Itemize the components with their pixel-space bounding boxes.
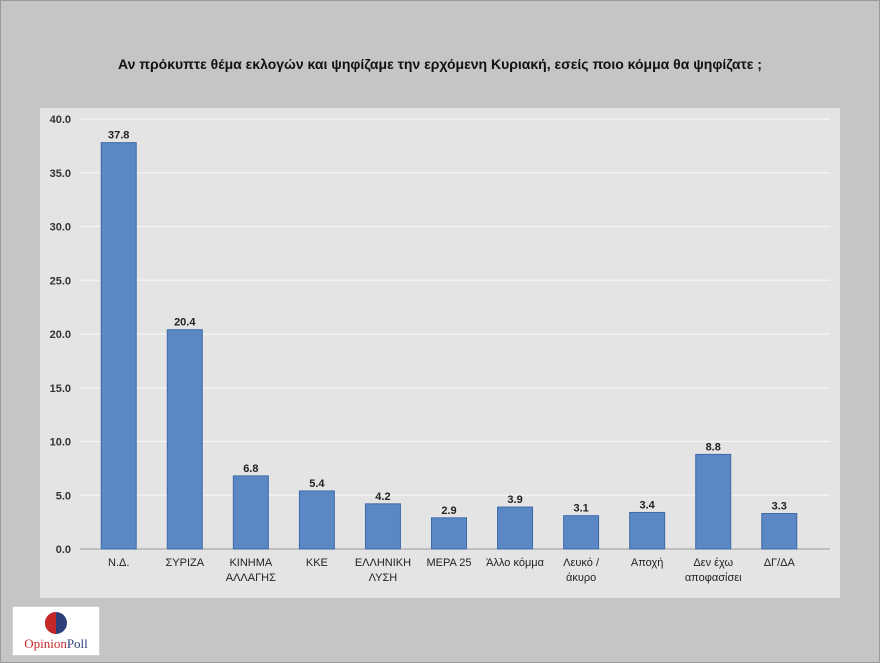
bar xyxy=(563,515,600,550)
category-label: ΚΚΕ xyxy=(306,557,328,569)
y-tick-label: 35.0 xyxy=(50,168,71,180)
chart-title: Αν πρόκυπτε θέμα εκλογών και ψηφίζαμε τη… xyxy=(118,56,762,72)
y-tick-label: 20.0 xyxy=(50,329,71,341)
category-label: ΕΛΛΗΝΙΚΗ xyxy=(355,557,411,569)
y-tick-label: 25.0 xyxy=(50,275,71,287)
plot-area: 0.0 5.0 10.0 15.0 20.0 25.0 30.0 35.0 40.0 37.8 2… xyxy=(40,108,840,598)
logo-circle-icon xyxy=(45,612,67,634)
data-label: 2.9 xyxy=(441,505,456,517)
data-label: 20.4 xyxy=(174,317,196,329)
category-label: αποφασίσει xyxy=(685,572,742,584)
category-label: ΜΕΡΑ 25 xyxy=(426,557,471,569)
bar-chart: 0.0 5.0 10.0 15.0 20.0 25.0 30.0 35.0 40.0 37.8 2… xyxy=(50,114,830,584)
data-label: 6.8 xyxy=(243,463,258,475)
data-label: 8.8 xyxy=(706,441,721,453)
category-label: Ν.Δ. xyxy=(108,557,129,569)
data-labels: 37.8 20.4 6.8 5.4 4.2 2.9 3.9 3.1 3.4 8.8 3.3 xyxy=(108,130,787,517)
data-label: 3.4 xyxy=(640,499,656,511)
opinionpoll-logo: OpinionPoll xyxy=(12,606,100,656)
data-label: 3.3 xyxy=(772,501,787,513)
bar xyxy=(166,329,203,550)
y-tick-label: 15.0 xyxy=(50,383,71,395)
data-label: 3.1 xyxy=(573,503,588,515)
bar xyxy=(497,506,534,550)
y-tick-label: 40.0 xyxy=(50,114,71,126)
category-labels: Ν.Δ. ΣΥΡΙΖΑ ΚΙΝΗΜΑ ΑΛΛΑΓΗΣ ΚΚΕ ΕΛΛΗΝΙΚΗ ΛΥΣΗ ΜΕ… xyxy=(108,557,795,584)
bar xyxy=(761,513,798,550)
data-label: 3.9 xyxy=(507,494,522,506)
bar xyxy=(364,503,401,550)
category-label: Αποχή xyxy=(631,557,663,569)
bar xyxy=(232,475,269,550)
category-label: ΣΥΡΙΖΑ xyxy=(165,557,204,569)
category-label: ΑΛΛΑΓΗΣ xyxy=(226,572,276,584)
y-tick-label: 10.0 xyxy=(50,437,71,449)
category-label: Άλλο κόμμα xyxy=(486,557,545,569)
bar xyxy=(100,142,137,550)
category-label: ΔΓ/ΔΑ xyxy=(764,557,796,569)
data-label: 37.8 xyxy=(108,130,129,142)
category-label: ΛΥΣΗ xyxy=(369,572,398,584)
category-label: Δεν έχω xyxy=(693,557,733,569)
y-tick-label: 30.0 xyxy=(50,222,71,234)
logo-wordmark: OpinionPoll xyxy=(24,636,88,651)
category-label: Λευκό / xyxy=(563,557,600,569)
category-label: ΚΙΝΗΜΑ xyxy=(229,557,272,569)
bar xyxy=(695,453,732,550)
y-axis-ticks: 0.0 5.0 10.0 15.0 20.0 25.0 30.0 35.0 40.0 xyxy=(50,114,71,556)
data-label: 5.4 xyxy=(309,478,325,490)
y-tick-label: 5.0 xyxy=(56,490,71,502)
category-label: άκυρο xyxy=(566,572,596,584)
bars xyxy=(100,142,798,550)
bar xyxy=(298,490,335,550)
bar xyxy=(431,517,467,550)
y-tick-label: 0.0 xyxy=(56,544,71,556)
bar xyxy=(629,511,666,550)
data-label: 4.2 xyxy=(375,491,390,503)
